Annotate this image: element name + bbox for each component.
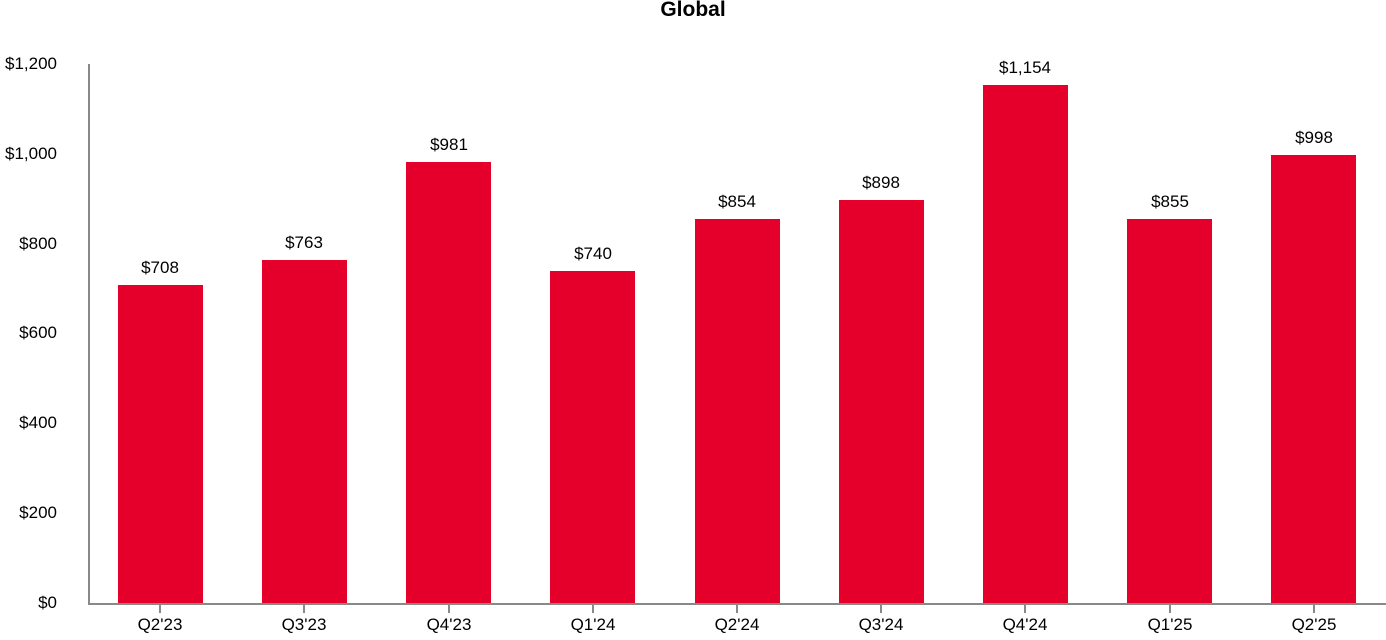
x-tick-label: Q3'24 [858,615,904,634]
bar-value-label: $898 [862,173,900,192]
x-tick-mark [1169,605,1171,613]
y-tick-label: $400 [19,413,57,432]
x-tick-label: Q1'25 [1147,615,1193,634]
bar-value-label: $981 [430,135,468,154]
bar [118,285,203,603]
x-tick-label: Q2'23 [137,615,183,634]
x-tick-mark [159,605,161,613]
bar [695,219,780,603]
bar [1127,219,1212,603]
x-tick-mark [1313,605,1315,613]
y-tick-label: $200 [19,503,57,522]
bar [262,260,347,603]
bar-value-label: $740 [574,244,612,263]
x-tick-label: Q2'24 [714,615,760,634]
bar [839,200,924,603]
x-tick-mark [303,605,305,613]
y-axis-line [88,64,90,605]
x-tick-label: Q3'23 [281,615,327,634]
x-tick-mark [736,605,738,613]
y-tick-label: $1,000 [5,144,57,163]
x-tick-label: Q4'23 [426,615,472,634]
bar [1271,155,1356,603]
bar [406,162,491,603]
bar-value-label: $854 [718,192,756,211]
x-tick-mark [448,605,450,613]
x-tick-label: Q4'24 [1002,615,1048,634]
y-tick-label: $600 [19,323,57,342]
bar-value-label: $1,154 [999,58,1051,77]
y-tick-label: $1,200 [5,54,57,73]
bar-value-label: $855 [1151,192,1189,211]
bar-value-label: $763 [285,233,323,252]
x-axis-line [88,603,1386,605]
y-tick-label: $0 [38,593,57,612]
x-tick-label: Q2'25 [1291,615,1337,634]
bar-value-label: $998 [1295,128,1333,147]
bar-value-label: $708 [141,258,179,277]
y-tick-label: $800 [19,234,57,253]
bar [983,85,1068,603]
x-tick-mark [592,605,594,613]
x-tick-mark [1024,605,1026,613]
bar [550,271,635,603]
x-tick-mark [880,605,882,613]
x-tick-label: Q1'24 [570,615,616,634]
chart-title: Global [660,0,726,21]
